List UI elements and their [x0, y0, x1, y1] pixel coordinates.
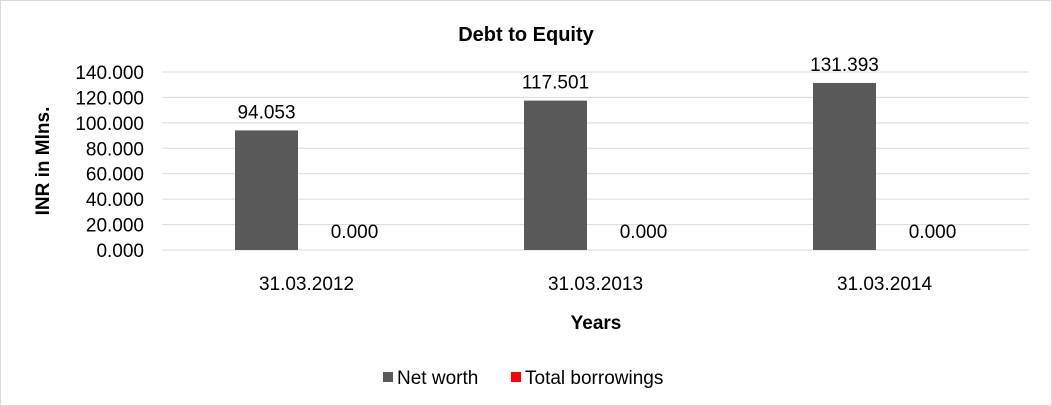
y-axis-label: INR in Mlns. [33, 107, 54, 216]
y-tick-label: 40.000 [86, 190, 144, 211]
data-label: 117.501 [522, 73, 589, 94]
y-tick-label: 60.000 [86, 165, 144, 186]
bar-net-worth [524, 100, 587, 251]
bar-net-worth [813, 82, 876, 251]
x-axis-label: Years [571, 313, 622, 334]
data-label: 0.000 [620, 222, 668, 243]
x-tick-label: 31.03.2013 [548, 274, 643, 295]
data-label: 0.000 [909, 222, 957, 243]
data-label: 94.053 [237, 102, 295, 123]
y-tick-label: 120.000 [75, 88, 144, 109]
data-label: 131.393 [810, 55, 879, 76]
y-tick-label: 0.000 [96, 241, 144, 262]
y-tick-label: 20.000 [86, 216, 144, 237]
chart-title: Debt to Equity [458, 24, 594, 46]
data-label: 0.000 [331, 222, 379, 243]
y-tick-label: 100.000 [75, 114, 144, 135]
legend-swatch [511, 372, 521, 382]
legend-label: Net worth [397, 368, 478, 389]
x-tick-label: 31.03.2014 [837, 274, 933, 295]
bar-net-worth [235, 130, 298, 250]
x-tick-label: 31.03.2012 [259, 274, 354, 295]
legend-label: Total borrowings [525, 368, 663, 389]
y-tick-label: 140.000 [75, 63, 144, 84]
legend-swatch [383, 372, 393, 382]
y-tick-label: 80.000 [86, 139, 144, 160]
